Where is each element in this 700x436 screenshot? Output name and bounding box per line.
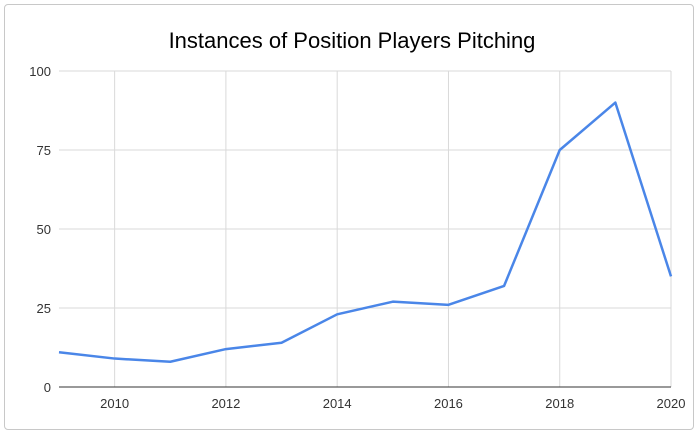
y-tick-label: 100 [29,64,51,79]
x-tick-label: 2010 [100,396,129,411]
y-tick-label: 25 [37,301,51,316]
y-tick-label: 50 [37,222,51,237]
x-tick-label: 2020 [657,396,686,411]
x-tick-label: 2016 [434,396,463,411]
series-line [58,101,673,363]
y-tick-label: 0 [44,380,51,395]
x-tick-label: 2014 [323,396,352,411]
x-tick-label: 2012 [211,396,240,411]
x-tick-label: 2018 [545,396,574,411]
chart-title: Instances of Position Players Pitching [169,28,536,53]
y-tick-label: 75 [37,143,51,158]
chart-frame [4,4,694,430]
